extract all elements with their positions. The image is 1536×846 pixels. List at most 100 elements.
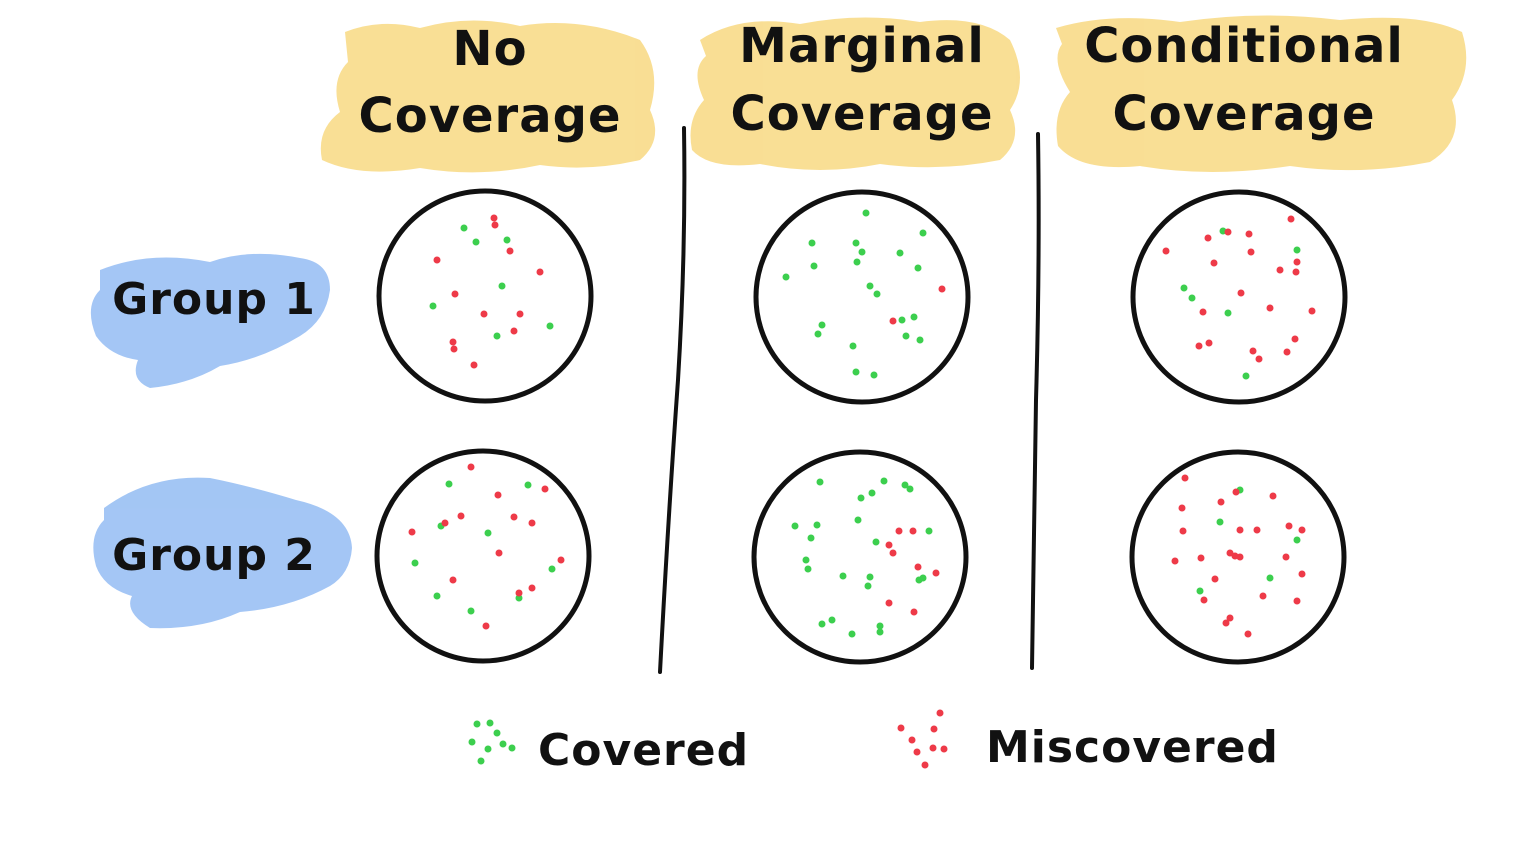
miscovered-dot (1200, 596, 1208, 604)
legend-covered-label: Covered (538, 725, 749, 776)
covered-dot (515, 594, 523, 602)
miscovered-dot (470, 361, 478, 369)
miscovered-dot (909, 527, 917, 535)
miscovered-dot (1259, 592, 1267, 600)
miscovered-dot (1217, 498, 1225, 506)
dots-group1-no-coverage (429, 214, 554, 369)
divider-line-2 (1030, 132, 1041, 670)
miscovered-dot (480, 310, 488, 318)
miscovered-dot (897, 724, 905, 732)
covered-dot (508, 744, 516, 752)
legend-miscovered-swatch (897, 709, 948, 769)
covered-dot (498, 282, 506, 290)
miscovered-dot (1224, 228, 1232, 236)
circle-group2-marginal-coverage (751, 449, 969, 665)
covered-dot (499, 740, 507, 748)
covered-dot (906, 485, 914, 493)
miscovered-dot (1162, 247, 1170, 255)
covered-dot (484, 745, 492, 753)
miscovered-dot (940, 745, 948, 753)
miscovered-dot (1197, 554, 1205, 562)
covered-dot (1293, 536, 1301, 544)
covered-dot (854, 516, 862, 524)
row-labels: Group 1 Group 2 (112, 274, 316, 581)
covered-dot (902, 332, 910, 340)
covered-dot (896, 249, 904, 257)
column-title-no-line2: Coverage (358, 88, 621, 144)
covered-dot (857, 494, 865, 502)
covered-dot (1293, 246, 1301, 254)
covered-dot (782, 273, 790, 281)
miscovered-dot (536, 268, 544, 276)
covered-dot (828, 616, 836, 624)
row-highlight-group-2 (93, 477, 352, 629)
miscovered-dot (433, 256, 441, 264)
miscovered-dot (1232, 488, 1240, 496)
covered-dot (1266, 574, 1274, 582)
covered-dot (473, 720, 481, 728)
miscovered-dot (1298, 526, 1306, 534)
miscovered-dot (408, 528, 416, 536)
miscovered-dot (441, 519, 449, 527)
miscovered-dot (910, 608, 918, 616)
covered-dot (858, 248, 866, 256)
miscovered-dot (1255, 355, 1263, 363)
column-title-conditional-line1: Conditional (1084, 18, 1404, 74)
miscovered-dot (1236, 553, 1244, 561)
row-highlights (90, 253, 352, 629)
covered-dot (1242, 372, 1250, 380)
miscovered-dot (1293, 258, 1301, 266)
covered-dot (477, 757, 485, 765)
miscovered-dot (1283, 348, 1291, 356)
circles (374, 188, 1348, 665)
miscovered-dot (1211, 575, 1219, 583)
row-label-group-1: Group 1 (112, 274, 316, 325)
miscovered-dot (1205, 339, 1213, 347)
row-label-group-2: Group 2 (112, 530, 316, 581)
covered-dot (1196, 587, 1204, 595)
covered-dot (814, 330, 822, 338)
covered-dot (486, 719, 494, 727)
miscovered-dot (921, 761, 929, 769)
column-highlight-marginal-coverage (690, 17, 1020, 170)
miscovered-dot (1210, 259, 1218, 267)
covered-dot (810, 262, 818, 270)
column-highlight-no-coverage (320, 20, 656, 173)
miscovered-dot (1293, 597, 1301, 605)
covered-dot (852, 368, 860, 376)
covered-dot (493, 729, 501, 737)
covered-dot (467, 607, 475, 615)
covered-dot (503, 236, 511, 244)
miscovered-dot (1236, 526, 1244, 534)
circle-group2-no-coverage (374, 448, 592, 664)
dots-group2-no-coverage (408, 463, 565, 630)
miscovered-dot (516, 310, 524, 318)
column-title-no-line1: No (452, 21, 527, 77)
covered-dot (548, 565, 556, 573)
covered-dot (1216, 518, 1224, 526)
column-highlight-conditional-coverage (1056, 15, 1467, 173)
covered-dot (910, 313, 918, 321)
miscovered-dot (913, 748, 921, 756)
dots-group1-conditional-coverage (1162, 215, 1316, 380)
covered-dot (866, 282, 874, 290)
covered-dot (919, 574, 927, 582)
column-title-marginal-line1: Marginal (739, 18, 985, 74)
column-highlights (320, 15, 1467, 173)
covered-dot (546, 322, 554, 330)
covered-dot (901, 481, 909, 489)
dots-group1-marginal-coverage (782, 209, 946, 379)
miscovered-dot (1292, 268, 1300, 276)
miscovered-dot (510, 513, 518, 521)
miscovered-dot (515, 589, 523, 597)
miscovered-dot (449, 338, 457, 346)
covered-dot (411, 559, 419, 567)
covered-dot (914, 264, 922, 272)
covered-dot (818, 321, 826, 329)
miscovered-dot (490, 214, 498, 222)
covered-dot (839, 572, 847, 580)
miscovered-dot (1298, 570, 1306, 578)
circle-group2-conditional-coverage (1129, 449, 1347, 665)
miscovered-dot (541, 485, 549, 493)
